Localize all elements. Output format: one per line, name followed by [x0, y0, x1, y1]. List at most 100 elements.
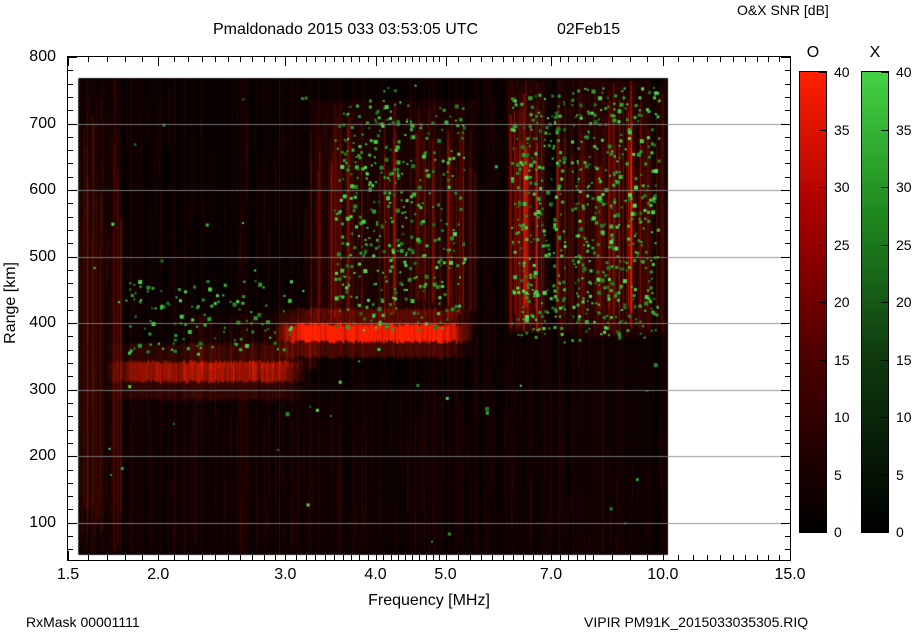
axis-tick [785, 217, 790, 218]
axis-tick [707, 57, 708, 62]
axis-tick [68, 270, 73, 271]
y-tick-label: 300 [29, 380, 56, 398]
axis-tick [68, 416, 73, 417]
axis-tick [398, 57, 399, 62]
axis-tick [68, 163, 73, 164]
axis-tick [306, 555, 307, 560]
axis-tick [383, 555, 384, 560]
colorbar-tick [881, 72, 888, 73]
axis-tick [745, 57, 746, 62]
axis-tick [376, 551, 377, 560]
colorbar-title: O&X SNR [dB] [737, 2, 829, 18]
axis-tick [560, 555, 561, 560]
axis-tick [523, 555, 524, 560]
axis-tick [68, 523, 77, 524]
axis-tick [785, 150, 790, 151]
colorbar-tick-label: 15 [834, 351, 850, 368]
axis-tick [68, 390, 77, 391]
axis-tick [68, 57, 69, 66]
rxmask-label: RxMask 00001111 [26, 614, 140, 630]
axis-tick [470, 57, 471, 62]
axis-tick [343, 57, 344, 62]
axis-tick [560, 57, 561, 62]
x-tick-label: 1.5 [56, 566, 80, 583]
axis-tick [785, 84, 790, 85]
colorbar-tick-label: 30 [896, 179, 912, 195]
ionogram-heatmap-canvas [68, 57, 790, 560]
axis-tick [785, 363, 790, 364]
axis-tick [68, 257, 77, 258]
axis-tick [325, 555, 326, 560]
colorbar-tick-label: 20 [896, 294, 912, 310]
axis-tick [733, 57, 734, 62]
axis-tick [202, 57, 203, 62]
axis-tick [68, 363, 73, 364]
axis-tick [612, 57, 613, 62]
axis-tick [419, 57, 420, 62]
axis-tick [785, 230, 790, 231]
axis-tick [785, 336, 790, 337]
axis-tick [781, 57, 790, 58]
axis-tick [785, 430, 790, 431]
axis-tick [68, 203, 73, 204]
axis-tick [647, 57, 648, 62]
axis-tick [785, 70, 790, 71]
axis-tick [88, 57, 89, 62]
colorbar-tick [819, 417, 826, 418]
axis-tick [376, 57, 377, 66]
colorbar-tick-label: 40 [896, 64, 912, 80]
axis-tick [107, 57, 108, 62]
plot-date: 02Feb15 [557, 21, 621, 38]
axis-tick [577, 57, 578, 62]
axis-tick [439, 555, 440, 560]
axis-tick [68, 336, 73, 337]
axis-tick [68, 177, 73, 178]
axis-tick [785, 350, 790, 351]
axis-tick [174, 555, 175, 560]
axis-tick [68, 509, 73, 510]
x-axis-title: Frequency [MHz] [368, 592, 490, 609]
axis-tick [781, 523, 790, 524]
axis-tick [551, 57, 552, 66]
axis-tick [503, 57, 504, 62]
axis-tick [577, 555, 578, 560]
axis-tick [368, 555, 369, 560]
colorbar-tick [819, 302, 826, 303]
axis-tick [785, 536, 790, 537]
colorbar-tick-label: 15 [896, 351, 912, 368]
axis-tick [785, 443, 790, 444]
axis-tick [542, 555, 543, 560]
axis-tick [781, 190, 790, 191]
axis-tick [188, 555, 189, 560]
colorbar-tick-label: 10 [896, 409, 912, 425]
x-tick-label: 3.0 [274, 566, 297, 583]
y-tick-label: 200 [29, 447, 56, 465]
axis-tick [757, 555, 758, 560]
axis-tick [785, 403, 790, 404]
axis-tick [785, 376, 790, 377]
colorbar-tick [819, 245, 826, 246]
colorbar-tick-label: 10 [834, 409, 850, 425]
axis-tick [68, 57, 77, 58]
axis-tick [315, 57, 316, 62]
axis-tick [296, 57, 297, 62]
colorbar-tick [819, 531, 826, 532]
axis-tick [68, 536, 73, 537]
axis-tick [285, 57, 286, 66]
axis-tick [481, 555, 482, 560]
axis-tick [68, 310, 73, 311]
colorbar-tick-label: 25 [896, 236, 912, 253]
axis-tick [785, 470, 790, 471]
colorbar-tick [881, 187, 888, 188]
axis-tick [68, 124, 77, 125]
axis-tick [779, 555, 780, 560]
axis-tick [68, 137, 73, 138]
axis-tick [790, 57, 791, 66]
axis-tick [785, 283, 790, 284]
axis-tick [240, 555, 241, 560]
axis-tick [142, 57, 143, 62]
axis-tick [785, 483, 790, 484]
axis-tick [405, 57, 406, 62]
axis-tick [785, 297, 790, 298]
axis-tick [647, 555, 648, 560]
